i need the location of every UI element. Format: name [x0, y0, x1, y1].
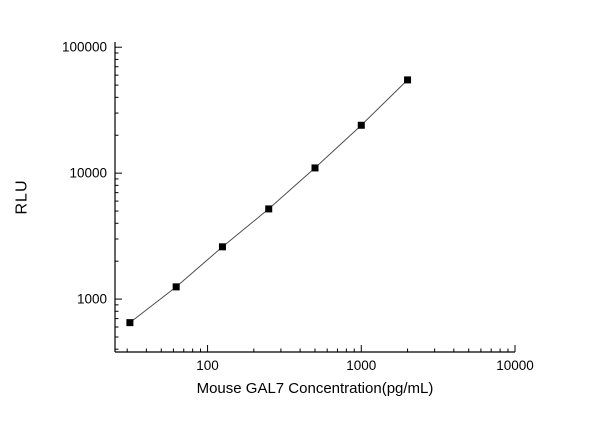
x-tick-label: 100 [196, 358, 219, 373]
data-point-marker [172, 283, 180, 291]
x-axis-title: Mouse GAL7 Concentration(pg/mL) [196, 380, 434, 397]
data-point-marker [218, 243, 226, 251]
data-point-marker [357, 121, 365, 129]
data-point-marker [265, 205, 273, 213]
data-point-marker [311, 164, 319, 172]
data-point-marker [404, 76, 412, 84]
data-point-marker [126, 319, 134, 327]
y-tick-label: 1000 [77, 292, 107, 307]
x-tick-label: 1000 [346, 358, 376, 373]
x-tick-label: 10000 [496, 358, 534, 373]
y-tick-label: 10000 [69, 166, 107, 181]
curve-line [129, 79, 408, 324]
y-tick-label: 100000 [62, 40, 107, 55]
y-axis-title: RLU [13, 179, 31, 215]
y-axis-title-wrap: RLU [8, 42, 36, 352]
